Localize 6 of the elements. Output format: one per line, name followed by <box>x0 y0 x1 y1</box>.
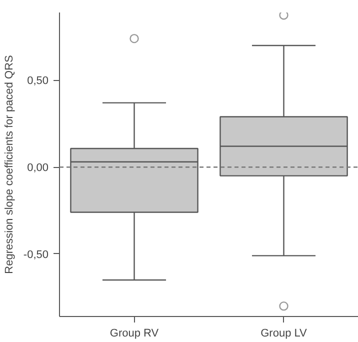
x-tick-label: Group RV <box>110 328 160 340</box>
y-axis-title: Regression slope coefficients for paced QRS <box>3 55 16 274</box>
y-tick-label: 0,50 <box>27 75 49 88</box>
x-tick-label: Group LV <box>260 328 308 340</box>
y-tick-label: -0,50 <box>23 248 49 261</box>
y-tick-label: 0,00 <box>27 162 49 174</box>
